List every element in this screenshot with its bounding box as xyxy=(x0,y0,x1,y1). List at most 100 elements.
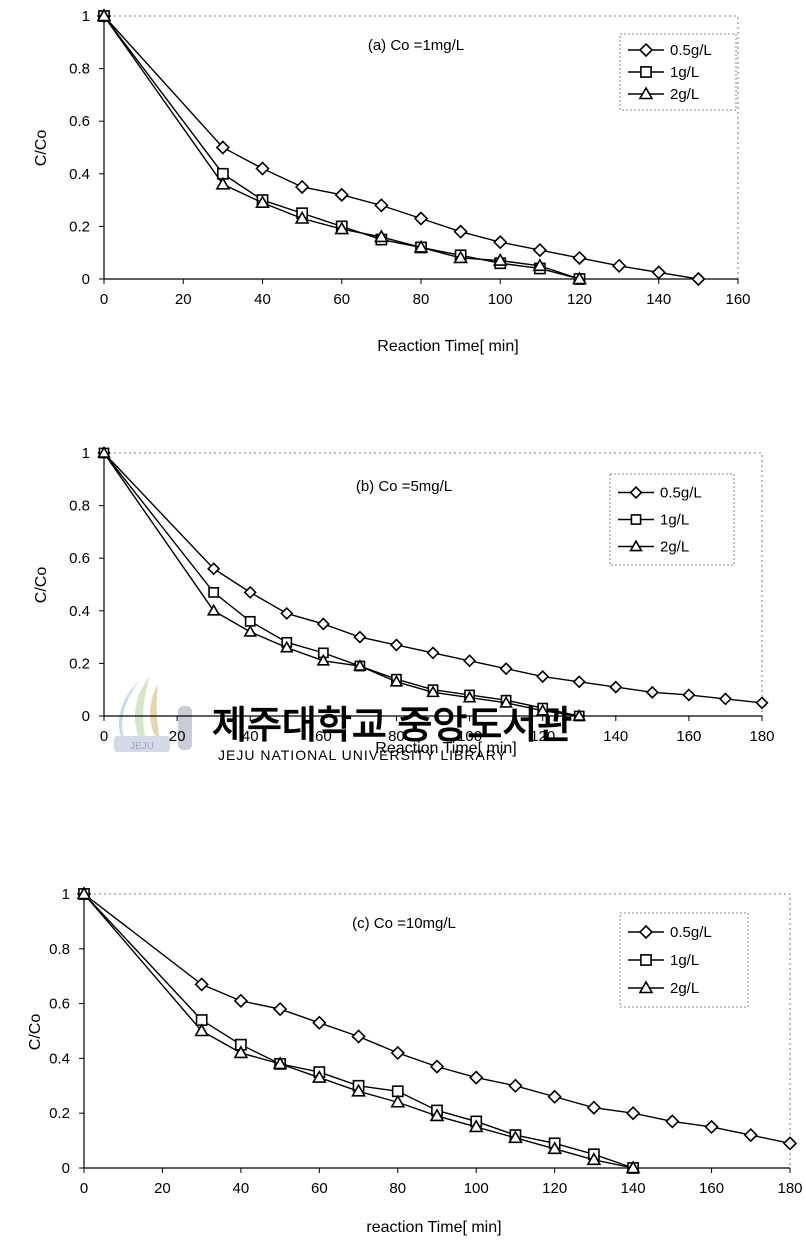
chart-c-legend: 0.5g/L1g/L2g/L xyxy=(620,913,748,1007)
chart-b-x-tick-label: 180 xyxy=(749,728,774,745)
chart-a-series-0-point xyxy=(455,226,467,238)
chart-c-y-tick-label: 0.6 xyxy=(49,996,70,1013)
chart-a-series-0-point xyxy=(534,244,546,256)
chart-a-series-0-point xyxy=(257,163,269,175)
chart-b-series-0-point xyxy=(281,608,292,619)
chart-b-series-0-point xyxy=(683,690,694,701)
chart-b-legend-label-1: 1g/L xyxy=(660,512,689,529)
chart-a-x-tick-label: 100 xyxy=(488,291,513,308)
chart-c-series-0-point xyxy=(784,1137,796,1149)
chart-c-series-0-point xyxy=(509,1080,521,1092)
chart-a-legend-label-2: 2g/L xyxy=(670,86,699,103)
chart-b-series-0-point xyxy=(428,647,439,658)
chart-b-y-tick-label: 0.2 xyxy=(69,655,90,672)
chart-b-series-0-point xyxy=(647,687,658,698)
chart-b-title: (b) Co =5mg/L xyxy=(356,478,452,495)
chart-c-series-0-point xyxy=(627,1107,639,1119)
chart-a: 0 20 40 60 80 100 120 140 16000.20.40.60.81 (a) … xyxy=(33,8,751,355)
chart-a-x-tick-label: 40 xyxy=(254,291,271,308)
chart-c-x-tick-label: 180 xyxy=(777,1180,802,1197)
chart-b-series-1-point xyxy=(209,588,218,597)
chart-b-legend-label-0: 0.5g/L xyxy=(660,485,702,502)
chart-b-x-axis-label: Reaction Time[ min] xyxy=(375,740,516,757)
chart-c-x-tick-label: 120 xyxy=(542,1180,567,1197)
chart-b-series-1-line xyxy=(104,453,579,716)
chart-a-series-2-point xyxy=(217,178,229,189)
chart-a-series-2-line xyxy=(104,16,580,279)
chart-b-series-0-point xyxy=(610,682,621,693)
chart-a-series-0-point xyxy=(692,273,704,285)
chart-a-y-tick-label: 0 xyxy=(82,271,90,288)
chart-c-y-tick-label: 0.4 xyxy=(49,1050,70,1067)
chart-a-x-tick-label: 20 xyxy=(175,291,192,308)
chart-a-series-0-point xyxy=(375,199,387,211)
chart-c-title: (c) Co =10mg/L xyxy=(352,915,456,932)
chart-a-y-tick-label: 1 xyxy=(82,8,90,25)
chart-a-y-tick-label: 0.2 xyxy=(69,218,90,235)
chart-b-legend-swatch-marker-1 xyxy=(631,515,640,524)
chart-c-x-tick-label: 80 xyxy=(389,1180,406,1197)
chart-a-series-0-point xyxy=(653,266,665,278)
chart-b-x-tick-label: 0 xyxy=(100,728,108,745)
chart-c-series-0-point xyxy=(588,1102,600,1114)
chart-a-series-0-point xyxy=(296,181,308,193)
chart-c-legend-swatch-marker-1 xyxy=(641,955,651,965)
chart-c-series-0-point xyxy=(666,1115,678,1127)
chart-b-series-0-point xyxy=(720,694,731,705)
chart-c-series-0-point xyxy=(392,1047,404,1059)
chart-a-y-tick-label: 0.6 xyxy=(69,113,90,130)
chart-b-series-0-point xyxy=(245,587,256,598)
chart-b-x-tick-label: 120 xyxy=(530,728,555,745)
chart-a-y-axis-label: C/Co xyxy=(33,130,50,167)
chart-a-y-tick-label: 0.4 xyxy=(69,166,90,183)
chart-c-series-0-point xyxy=(745,1129,757,1141)
chart-a-x-tick-label: 160 xyxy=(725,291,750,308)
chart-c-series-0-point xyxy=(313,1017,325,1029)
chart-b-series-0-point xyxy=(757,697,768,708)
library-logo-text: JEJU xyxy=(130,741,154,752)
chart-b-x-tick-label: 60 xyxy=(315,728,332,745)
chart-c-series-0-point xyxy=(196,978,208,990)
chart-c-series-0-point xyxy=(431,1061,443,1073)
chart-c-x-tick-label: 100 xyxy=(464,1180,489,1197)
chart-a-x-tick-label: 80 xyxy=(413,291,430,308)
chart-c-legend-label-0: 0.5g/L xyxy=(670,924,712,941)
chart-a-legend-label-1: 1g/L xyxy=(670,64,699,81)
chart-b-y-tick-label: 1 xyxy=(82,445,90,462)
chart-a-title: (a) Co =1mg/L xyxy=(368,37,464,54)
chart-a-y-tick-label: 0.8 xyxy=(69,61,90,78)
chart-b-x-tick-label: 20 xyxy=(169,728,186,745)
chart-b-series-1-point xyxy=(246,617,255,626)
chart-b-series-0-point xyxy=(537,671,548,682)
chart-c-x-axis-label: reaction Time[ min] xyxy=(366,1219,501,1236)
chart-b-series-0-point xyxy=(501,663,512,674)
chart-b-x-tick-label: 160 xyxy=(676,728,701,745)
chart-b-series-0-point xyxy=(574,676,585,687)
chart-b-y-tick-label: 0.6 xyxy=(69,550,90,567)
chart-c-series-0-point xyxy=(706,1121,718,1133)
chart-b-series-0-point xyxy=(391,640,402,651)
chart-b-y-axis-label: C/Co xyxy=(33,567,50,604)
chart-a-series-0-point xyxy=(494,236,506,248)
chart-a-x-tick-label: 140 xyxy=(646,291,671,308)
chart-a-x-tick-label: 120 xyxy=(567,291,592,308)
chart-b-series-0-point xyxy=(354,632,365,643)
chart-c-series-0-point xyxy=(235,995,247,1007)
chart-b-series-0-point xyxy=(464,655,475,666)
chart-b-legend: 0.5g/L 1g/L 2g/L xyxy=(610,474,734,565)
chart-b-series-2-line xyxy=(104,453,579,716)
chart-c-series-0-point xyxy=(470,1072,482,1084)
chart-a-legend-label-0: 0.5g/L xyxy=(670,42,712,59)
chart-b-y-tick-label: 0.8 xyxy=(69,498,90,515)
chart-b-y-tick-label: 0 xyxy=(82,708,90,725)
chart-a-series-0-point xyxy=(336,189,348,201)
chart-b-x-tick-label: 40 xyxy=(242,728,259,745)
chart-c-legend-label-2: 2g/L xyxy=(670,980,699,997)
chart-c-x-tick-label: 20 xyxy=(154,1180,171,1197)
chart-c-series-0-point xyxy=(274,1003,286,1015)
chart-b-y-tick-label: 0.4 xyxy=(69,603,90,620)
chart-c-y-tick-label: 0.2 xyxy=(49,1105,70,1122)
chart-b-series-0-point xyxy=(318,619,329,630)
chart-c-x-tick-label: 140 xyxy=(621,1180,646,1197)
chart-c-series-0-point xyxy=(549,1091,561,1103)
